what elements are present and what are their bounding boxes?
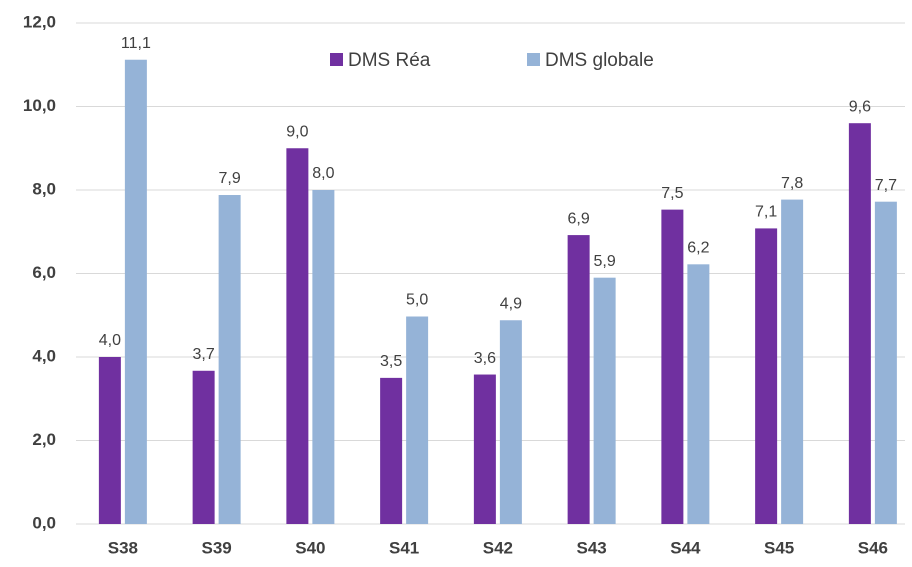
bar [406, 316, 429, 524]
value-label: 7,7 [875, 177, 897, 194]
value-label: 3,6 [474, 350, 496, 367]
x-tick-label: S42 [483, 538, 513, 557]
value-label: 3,5 [380, 353, 402, 370]
bar [687, 264, 710, 524]
x-tick-label: S45 [764, 538, 794, 557]
bar [593, 277, 616, 524]
legend-label: DMS Réa [348, 50, 431, 71]
value-label: 7,1 [755, 204, 777, 221]
x-tick-label: S43 [577, 538, 607, 557]
bar [848, 123, 871, 524]
y-tick-label: 10,0 [23, 96, 56, 115]
y-tick-label: 0,0 [32, 513, 56, 532]
bar [874, 201, 897, 524]
x-tick-label: S38 [108, 538, 138, 557]
value-label: 9,6 [849, 98, 871, 115]
y-tick-label: 12,0 [23, 12, 56, 31]
y-tick-label: 8,0 [32, 179, 56, 198]
value-label: 8,0 [312, 165, 334, 182]
x-tick-label: S46 [858, 538, 888, 557]
bar [286, 148, 309, 524]
bar [98, 357, 121, 524]
value-label: 6,9 [568, 210, 590, 227]
x-tick-label: S44 [670, 538, 701, 557]
value-label: 6,2 [687, 240, 709, 257]
value-label: 5,9 [594, 253, 616, 270]
bar [781, 199, 804, 525]
value-label: 4,0 [99, 332, 121, 349]
bar [192, 370, 215, 524]
value-label: 4,9 [500, 295, 522, 312]
bar [473, 374, 496, 524]
bar [380, 377, 403, 524]
value-label: 7,9 [219, 170, 241, 187]
legend-swatch [527, 53, 540, 66]
value-label: 7,5 [661, 185, 683, 202]
value-label: 5,0 [406, 292, 428, 309]
legend-swatch [330, 53, 343, 66]
bar [755, 228, 778, 524]
bar [218, 195, 241, 524]
value-label: 3,7 [193, 346, 215, 363]
x-tick-label: S40 [295, 538, 325, 557]
bar [124, 59, 147, 525]
value-label: 9,0 [286, 123, 308, 140]
x-tick-label: S41 [389, 538, 419, 557]
bar [499, 320, 522, 524]
y-tick-label: 2,0 [32, 430, 56, 449]
y-tick-label: 4,0 [32, 346, 56, 365]
bar [312, 190, 335, 524]
bar [567, 235, 590, 524]
x-tick-label: S39 [202, 538, 232, 557]
y-tick-label: 6,0 [32, 263, 56, 282]
value-label: 11,1 [121, 35, 151, 52]
legend-label: DMS globale [545, 50, 654, 71]
bar [661, 209, 684, 524]
value-label: 7,8 [781, 175, 803, 192]
